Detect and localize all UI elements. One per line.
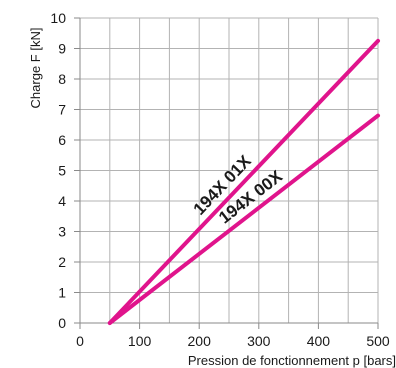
x-tick-label: 300 xyxy=(247,333,271,349)
y-axis-title: Charge F [kN] xyxy=(28,28,43,109)
x-tick-label: 500 xyxy=(366,333,390,349)
y-tick-label: 9 xyxy=(58,41,66,57)
x-axis-title: Pression de fonctionnement p [bars] xyxy=(188,353,396,368)
y-tick-label: 1 xyxy=(58,285,66,301)
y-tick-label: 7 xyxy=(58,102,66,118)
y-tick-label: 5 xyxy=(58,163,66,179)
y-tick-label: 8 xyxy=(58,71,66,87)
x-tick-labels: 0 100 200 300 400 500 xyxy=(76,323,390,349)
y-tick-label: 3 xyxy=(58,224,66,240)
y-tick-labels: 0 1 2 3 4 5 6 7 8 9 10 xyxy=(50,10,80,331)
series-line-1 xyxy=(107,113,380,325)
x-tick-label: 100 xyxy=(128,333,152,349)
y-tick-label: 6 xyxy=(58,132,66,148)
x-tick-label: 200 xyxy=(188,333,212,349)
y-tick-label: 4 xyxy=(58,193,66,209)
x-tick-label: 400 xyxy=(307,333,331,349)
y-tick-label: 2 xyxy=(58,254,66,270)
series-line-0 xyxy=(107,38,380,325)
y-tick-label: 0 xyxy=(58,315,66,331)
y-tick-label: 10 xyxy=(50,10,66,26)
x-tick-label: 0 xyxy=(76,333,84,349)
